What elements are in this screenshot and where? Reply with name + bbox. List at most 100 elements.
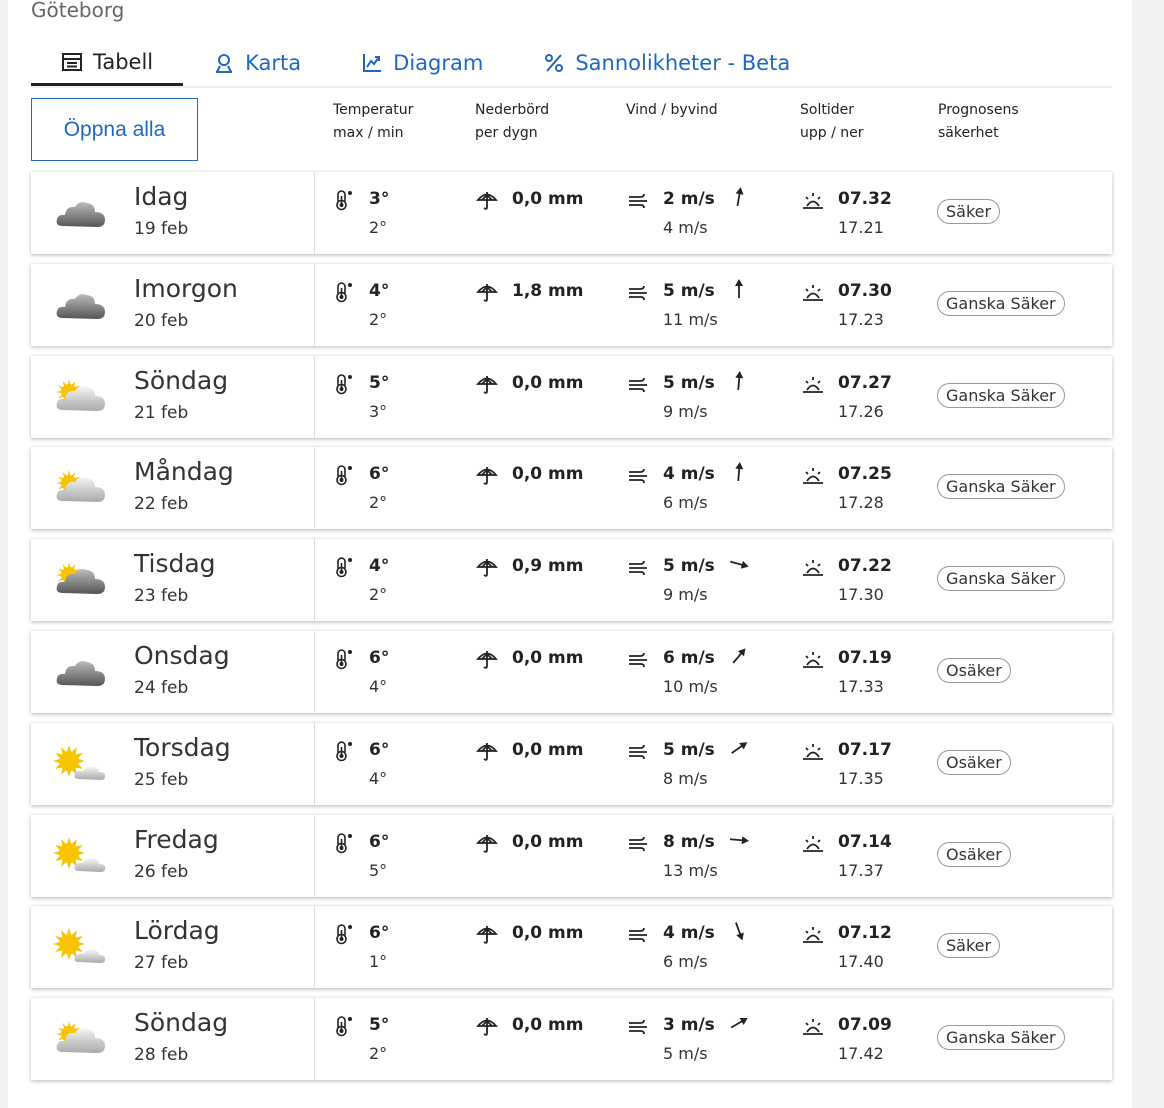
day-date: 27 feb (134, 953, 189, 974)
table-icon (62, 52, 82, 71)
forecast-row[interactable]: Imorgon 20 feb 4° 2° 1,8 mm 5 m/s 11 m/s… (31, 263, 1112, 346)
temp-max: 6° (369, 739, 390, 760)
sunset-time: 17.28 (838, 493, 884, 513)
tab-karta[interactable]: Karta (183, 40, 331, 86)
precipitation: 0,0 mm (512, 1015, 584, 1036)
divider (314, 814, 315, 897)
tab-sannolikheter[interactable]: Sannolikheter - Beta (513, 40, 820, 86)
tab-label: Tabell (93, 49, 154, 74)
header-precipitation: Nederbörd per dygn (475, 99, 549, 145)
wind-icon (629, 193, 647, 209)
weather-partly-cloudy-dark-icon (56, 562, 105, 595)
gust-speed: 13 m/s (663, 860, 718, 880)
temp-min: 4° (369, 768, 388, 788)
forecast-row[interactable]: Tisdag 23 feb 4° 2° 0,9 mm 5 m/s 9 m/s 0… (31, 539, 1112, 622)
precipitation: 0,0 mm (512, 648, 584, 668)
header-line: Temperatur (333, 102, 414, 118)
sunset-time: 17.37 (838, 860, 884, 880)
wind-icon (629, 836, 647, 851)
day-date: 24 feb (134, 678, 189, 698)
umbrella-icon (476, 742, 498, 761)
wind-direction-arrow-icon (730, 1018, 748, 1029)
wind-speed: 5 m/s (663, 280, 715, 301)
tab-tabell[interactable]: Tabell (31, 40, 184, 86)
sunrise-icon (803, 560, 823, 577)
day-name: Lördag (134, 916, 220, 946)
open-all-button[interactable]: Öppna alla (31, 98, 198, 161)
forecast-row[interactable]: Söndag 21 feb 5° 3° 0,0 mm 5 m/s 9 m/s 0… (31, 355, 1112, 438)
wind-icon (629, 377, 647, 392)
certainty-badge: Ganska Säker (937, 290, 1065, 316)
sunset-time: 17.42 (838, 1044, 884, 1064)
header-line: Prognosens (938, 102, 1019, 118)
divider (314, 355, 315, 438)
day-name: Imorgon (134, 273, 238, 303)
header-temperature: Temperatur max / min (333, 99, 413, 145)
header-line: max / min (333, 125, 404, 141)
thermometer-icon (336, 832, 352, 853)
sunrise-time: 07.32 (838, 189, 892, 209)
forecast-row[interactable]: Måndag 22 feb 6° 2° 0,0 mm 4 m/s 6 m/s 0… (31, 447, 1112, 530)
header-line: per dygn (475, 125, 538, 141)
sunset-time: 17.33 (838, 677, 884, 696)
thermometer-icon (336, 557, 352, 578)
gust-speed: 10 m/s (663, 677, 718, 696)
forecast-row[interactable]: Idag 19 feb 3° 2° 0,0 mm 2 m/s 4 m/s 07.… (31, 172, 1112, 254)
wind-direction-arrow-icon (735, 187, 744, 207)
divider (314, 906, 315, 989)
header-line: säkerhet (938, 125, 999, 141)
wind-speed: 4 m/s (663, 923, 715, 944)
forecast-row[interactable]: Torsdag 25 feb 6° 4° 0,0 mm 5 m/s 8 m/s … (31, 722, 1112, 805)
temp-min: 2° (369, 218, 388, 237)
umbrella-icon (476, 651, 498, 669)
temp-max: 6° (369, 648, 390, 668)
sunset-time: 17.35 (838, 768, 884, 788)
divider (314, 539, 315, 622)
temp-min: 4° (369, 677, 388, 696)
tab-diagram[interactable]: Diagram (331, 40, 513, 86)
temp-max: 4° (369, 280, 390, 301)
divider (314, 998, 315, 1081)
sunrise-time: 07.17 (838, 739, 892, 760)
temp-max: 3° (369, 189, 390, 209)
sunrise-time: 07.22 (838, 556, 892, 577)
header-line: Soltider (800, 102, 854, 118)
temp-min: 2° (369, 585, 388, 605)
header-certainty: Prognosens säkerhet (938, 99, 1019, 145)
certainty-badge: Säker (937, 933, 1001, 959)
day-date: 21 feb (134, 402, 189, 423)
sunrise-icon (803, 835, 823, 852)
weather-partly-cloudy-icon (56, 1021, 105, 1054)
forecast-row[interactable]: Fredag 26 feb 6° 5° 0,0 mm 8 m/s 13 m/s … (31, 814, 1112, 897)
thermometer-icon (336, 373, 352, 394)
precipitation: 0,0 mm (512, 923, 584, 944)
weather-mostly-sunny-icon (53, 836, 106, 872)
gust-speed: 6 m/s (663, 952, 708, 972)
thermometer-icon (336, 740, 352, 762)
temp-min: 5° (369, 860, 388, 880)
forecast-row[interactable]: Söndag 28 feb 5° 2° 0,0 mm 3 m/s 5 m/s 0… (31, 998, 1112, 1081)
sunrise-icon (803, 1019, 823, 1036)
sunset-time: 17.30 (838, 585, 884, 605)
wind-direction-arrow-icon (735, 278, 743, 298)
forecast-page: Göteborg Tabell Karta Diagram Sannolikhe… (8, 0, 1132, 1108)
wind-speed: 4 m/s (663, 464, 715, 485)
view-tabs: Tabell Karta Diagram Sannolikheter - Bet… (31, 40, 1112, 88)
forecast-row[interactable]: Lördag 27 feb 6° 1° 0,0 mm 4 m/s 6 m/s 0… (31, 906, 1112, 989)
temp-max: 5° (369, 372, 390, 393)
divider (314, 631, 315, 713)
forecast-row[interactable]: Onsdag 24 feb 6° 4° 0,0 mm 6 m/s 10 m/s … (31, 631, 1112, 713)
precipitation: 0,0 mm (512, 831, 584, 852)
map-pin-icon (216, 54, 233, 73)
sunrise-time: 07.12 (838, 923, 892, 944)
umbrella-icon (476, 834, 498, 853)
day-name: Fredag (134, 824, 219, 854)
certainty-badge: Ganska Säker (937, 474, 1065, 500)
divider (314, 263, 315, 346)
wind-direction-arrow-icon (730, 560, 749, 569)
temp-min: 1° (369, 952, 388, 972)
sunrise-icon (803, 468, 823, 485)
divider (314, 172, 315, 254)
wind-direction-arrow-icon (729, 835, 749, 844)
day-date: 23 feb (134, 586, 189, 607)
